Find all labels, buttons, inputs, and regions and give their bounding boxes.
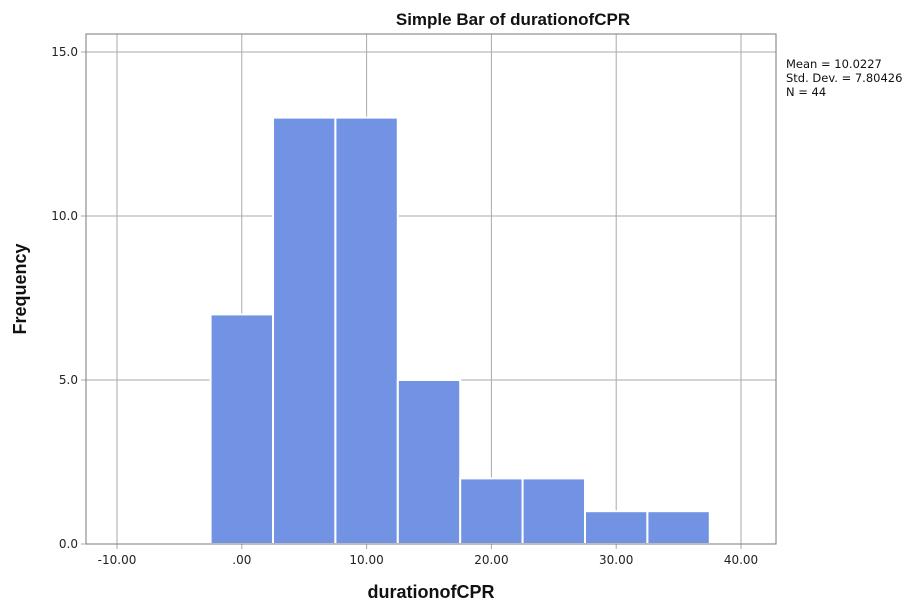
y-tick-label: 10.0 [51, 209, 78, 223]
x-tick-label: -10.00 [98, 553, 137, 567]
histogram-bar [334, 116, 399, 545]
histogram-bar [272, 116, 337, 545]
x-tick-label: 10.00 [349, 553, 383, 567]
tick-labels: -10.00 .00 10.00 20.00 30.00 40.00 0.0 5.0 10.0 1… [51, 45, 758, 567]
stat-mean: Mean = 10.0227 [786, 57, 882, 71]
x-tick-label: 40.00 [724, 553, 758, 567]
statistics-box: Mean = 10.0227 Std. Dev. = 7.80426 N = 4… [786, 57, 902, 99]
x-tick-label: 20.00 [474, 553, 508, 567]
histogram-bar [459, 477, 524, 545]
y-tick-label: 0.0 [59, 537, 78, 551]
histogram-bar [521, 477, 586, 545]
histogram-bar [646, 510, 711, 546]
histogram-bar [584, 510, 649, 546]
stat-std-dev: Std. Dev. = 7.80426 [786, 71, 902, 85]
y-axis-label: Frequency [10, 243, 30, 334]
x-tick-label: 30.00 [599, 553, 633, 567]
bars [209, 116, 711, 546]
stat-n: N = 44 [786, 85, 826, 99]
histogram-bar [396, 379, 462, 545]
chart-title: Simple Bar of durationofCPR [396, 10, 630, 29]
histogram-bar [209, 313, 275, 545]
plot-frame [85, 33, 777, 545]
x-tick-label: .00 [232, 553, 251, 567]
x-axis-label: durationofCPR [368, 582, 495, 602]
y-tick-label: 5.0 [59, 373, 78, 387]
y-tick-label: 15.0 [51, 45, 78, 59]
